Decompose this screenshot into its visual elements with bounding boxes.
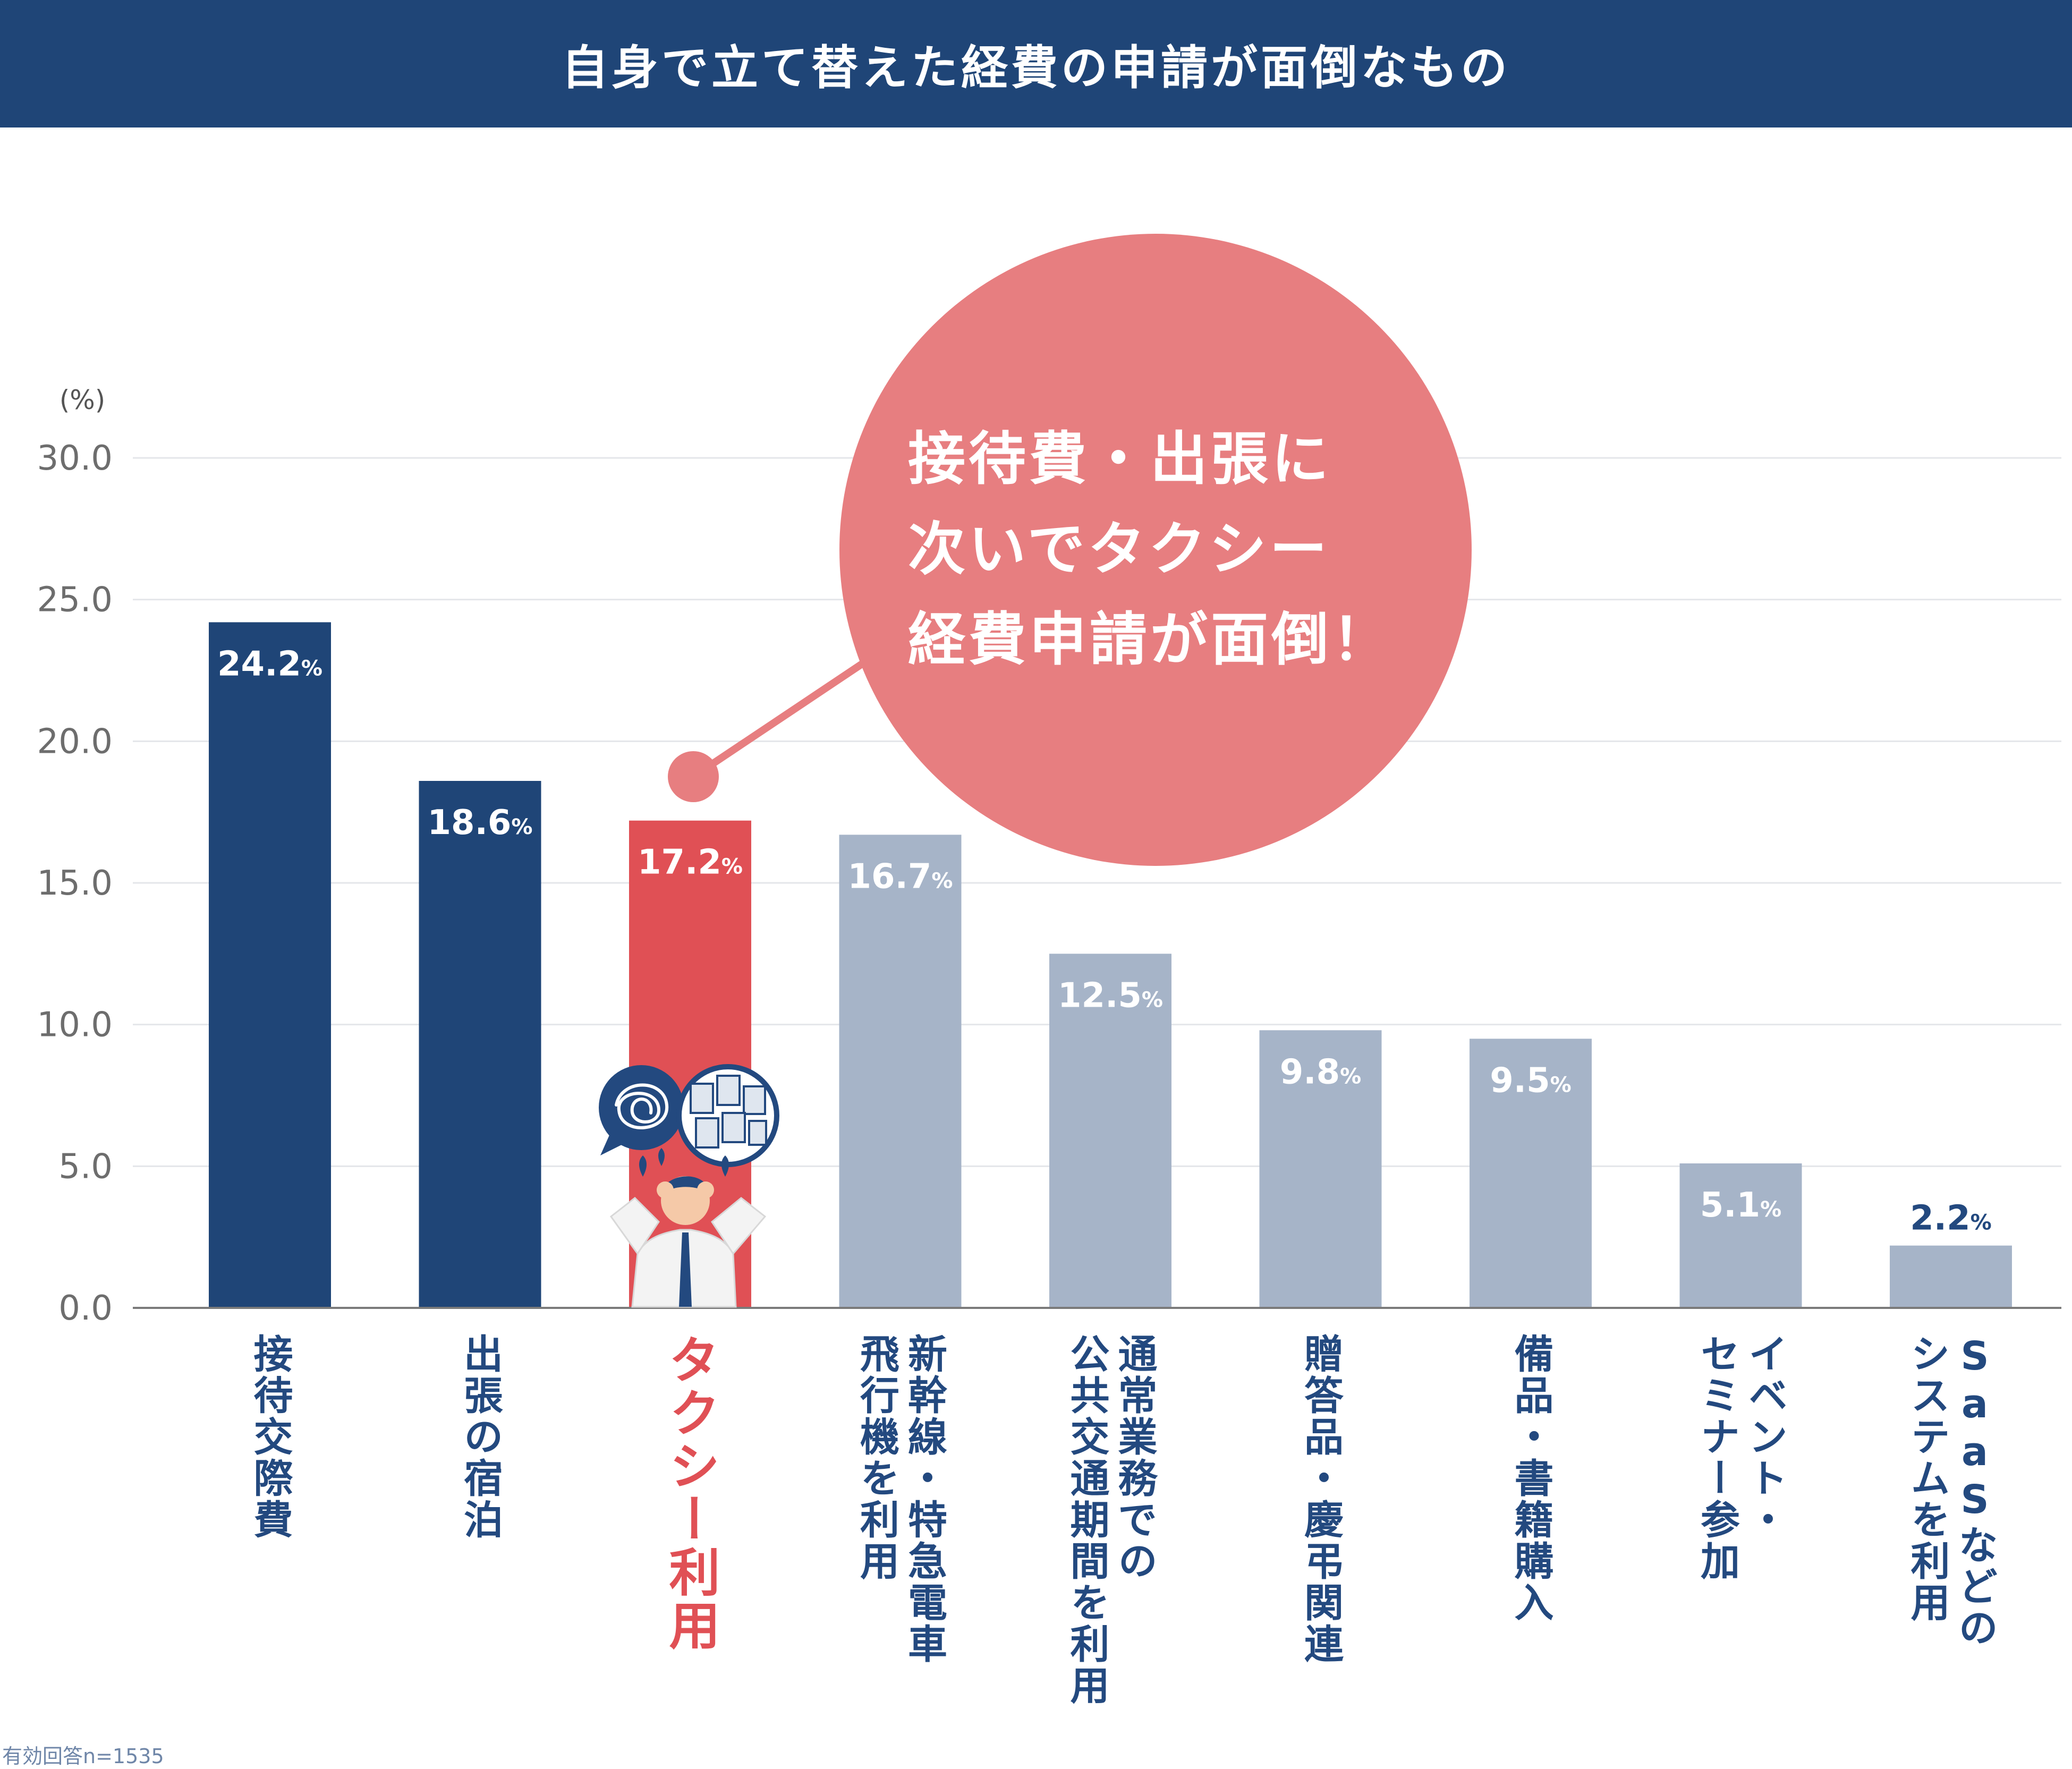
- y-tick-label: 5.0: [58, 1147, 113, 1186]
- bar: [1679, 1163, 1802, 1308]
- worried-person-illustration: [599, 1064, 779, 1308]
- value-label: 18.6%: [428, 803, 533, 843]
- y-tick-label: 25.0: [37, 581, 113, 620]
- bar: [1049, 954, 1171, 1308]
- y-tick-label: 20.0: [37, 722, 113, 761]
- bar: [839, 835, 962, 1308]
- bar: [419, 781, 541, 1308]
- bar: [1890, 1245, 2012, 1308]
- value-label: 9.5%: [1490, 1061, 1571, 1100]
- value-label: 16.7%: [848, 857, 953, 896]
- scribble-bubble-icon: [599, 1065, 684, 1150]
- bar: [209, 622, 331, 1308]
- chart-title: 自身で立て替えた経費の申請が面倒なもの: [561, 40, 1510, 95]
- y-tick-label: 15.0: [37, 864, 113, 903]
- value-label: 2.2%: [1910, 1199, 1991, 1238]
- footnote: 有効回答n=1535: [2, 1745, 164, 1768]
- bar: [1470, 1039, 1592, 1308]
- callout-pointer: [668, 654, 875, 802]
- y-tick-label: 0.0: [58, 1289, 113, 1328]
- y-axis-tick-labels: 0.0 5.0 10.0 15.0 20.0 25.0 30.0: [37, 439, 113, 1328]
- value-label: 24.2%: [217, 644, 322, 684]
- callout-bubble: 接待費・出張に 次いでタクシー 経費申請が面倒！: [839, 234, 1472, 866]
- y-axis-unit-label: (%): [60, 385, 106, 415]
- bar: [1259, 1030, 1382, 1308]
- value-labels: 24.2% 18.6% 17.2% 16.7% 12.5% 9.8% 9.5% 5.1% 2.2…: [217, 644, 1992, 1238]
- value-label: 17.2%: [638, 843, 743, 882]
- y-tick-label: 10.0: [37, 1006, 113, 1045]
- title-bar: 自身で立て替えた経費の申請が面倒なもの: [0, 0, 2072, 127]
- value-label: 9.8%: [1280, 1052, 1361, 1092]
- value-label: 5.1%: [1700, 1186, 1781, 1225]
- callout-text: 接待費・出張に 次いでタクシー 経費申請が面倒！: [907, 426, 1392, 673]
- value-label: 12.5%: [1058, 976, 1163, 1015]
- y-tick-label: 30.0: [37, 439, 113, 478]
